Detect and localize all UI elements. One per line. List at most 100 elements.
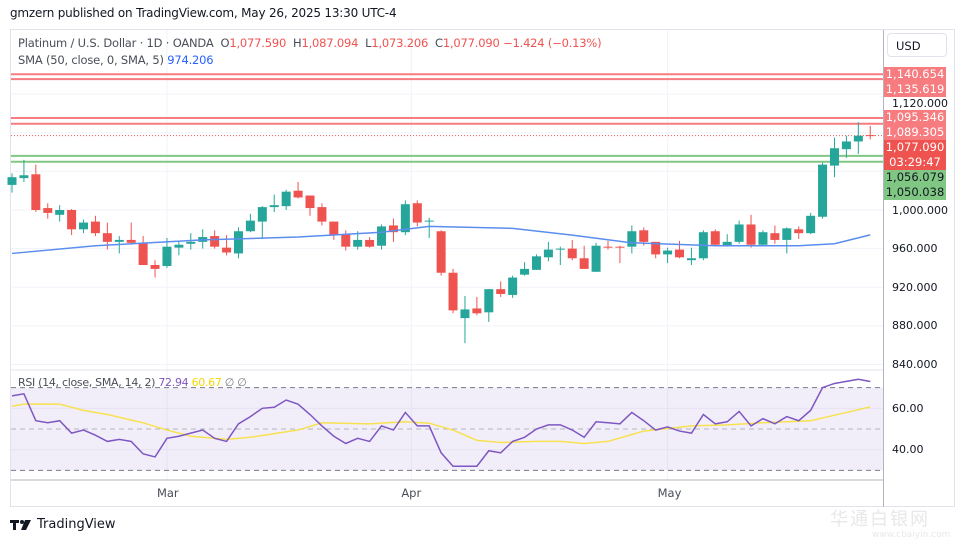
candle-down — [293, 190, 303, 198]
candle-up — [853, 135, 863, 142]
price-axis-label: 920.000 — [892, 280, 938, 294]
level-price-tag: 1,056.079 — [884, 170, 946, 186]
candle-down — [365, 239, 375, 247]
candle-down — [317, 207, 327, 222]
candle-down — [865, 135, 875, 137]
publish-info: gmzern published on TradingView.com, May… — [10, 6, 397, 20]
candle-up — [424, 220, 434, 222]
candle-up — [818, 164, 828, 217]
candle-down — [412, 203, 422, 223]
level-price-tag: 1,140.654 — [884, 66, 946, 82]
level-price-tag: 1,095.346 — [884, 110, 946, 126]
watermark: 华通白银网 www.cbaiyin.com — [830, 509, 951, 541]
candle-down — [150, 265, 160, 269]
currency-button[interactable]: USD — [887, 33, 947, 57]
price-axis-label: 840.000 — [892, 357, 938, 371]
symbol-legend: Platinum / U.S. Dollar · 1D · OANDA O1,0… — [18, 35, 602, 69]
candle-down — [305, 195, 315, 209]
candle-up — [269, 205, 279, 208]
candle-down — [794, 229, 804, 234]
candle-up — [758, 232, 768, 245]
candle-down — [496, 289, 506, 294]
candle-up — [7, 177, 17, 185]
candle-down — [67, 210, 77, 230]
countdown-tag: 03:29:47 — [884, 155, 946, 171]
candle-up — [281, 191, 291, 207]
candle-down — [388, 225, 398, 233]
level-price-tag: 1,089.305 — [884, 125, 946, 141]
candle-up — [531, 256, 541, 270]
rsi-axis-label: 40.00 — [892, 443, 924, 457]
chart-frame — [10, 29, 955, 507]
price-axis-label: 880.000 — [892, 319, 938, 333]
candle-up — [257, 207, 267, 222]
candle-up — [627, 231, 637, 247]
rsi-sma-line — [11, 403, 871, 445]
candle-up — [19, 175, 29, 179]
rsi-legend[interactable]: RSI (14, close, SMA, 14, 2) 72.94 60.67 … — [18, 376, 247, 389]
candle-up — [114, 239, 124, 242]
candle-up — [806, 215, 816, 234]
candle-up — [233, 231, 243, 254]
candle-up — [543, 249, 553, 258]
sma-line — [11, 225, 871, 255]
candle-up — [829, 148, 839, 166]
time-axis-label: May — [657, 486, 682, 500]
candle-down — [675, 249, 685, 258]
sma-value: 974.206 — [167, 53, 214, 67]
rsi-value: 72.94 — [158, 376, 189, 389]
price-axis-label: 960.000 — [892, 242, 938, 256]
tradingview-logo[interactable]: TradingView — [10, 517, 116, 532]
candle-up — [508, 277, 518, 295]
candle-down — [448, 272, 458, 311]
change-value: −1.424 (−0.13%) — [503, 36, 602, 50]
level-price-tag: 1,135.619 — [884, 81, 946, 97]
candle-down — [210, 236, 220, 247]
high-value: H1,087.094 — [293, 36, 359, 50]
candle-up — [400, 204, 410, 233]
close-value: C1,077.090 — [435, 36, 500, 50]
candle-up — [377, 226, 387, 246]
candle-down — [615, 246, 625, 248]
candle-down — [639, 230, 649, 242]
rsi-axis-label: 60.00 — [892, 401, 924, 415]
candle-down — [603, 246, 613, 248]
candle-down — [341, 234, 351, 247]
candle-down — [31, 174, 41, 210]
candle-down — [436, 231, 446, 273]
candle-up — [591, 245, 601, 272]
candle-down — [579, 258, 589, 269]
candle-up — [782, 228, 792, 240]
brand-name: TradingView — [37, 517, 116, 532]
candle-up — [460, 309, 470, 319]
candle-down — [90, 221, 100, 234]
candle-up — [174, 244, 184, 248]
sma-legend[interactable]: SMA (50, close, 0, SMA, 5) 974.206 — [18, 53, 214, 67]
candle-down — [567, 248, 577, 259]
time-axis-label: Mar — [156, 486, 179, 500]
time-axis-label: Apr — [401, 486, 422, 500]
rsi-sma-value: 60.67 — [191, 376, 222, 389]
candle-down — [138, 242, 148, 266]
candle-up — [841, 141, 851, 150]
candle-up — [722, 241, 732, 246]
candle-down — [472, 308, 482, 314]
open-value: O1,077.590 — [220, 36, 287, 50]
rsi-line — [11, 378, 871, 468]
candle-up — [162, 246, 172, 266]
candle-up — [520, 268, 530, 275]
candle-down — [43, 208, 53, 213]
candle-down — [746, 224, 756, 245]
tradingview-logo-icon — [10, 519, 31, 530]
price-axis-label: 1,120.000 — [892, 96, 948, 110]
candle-up — [353, 239, 363, 247]
candle-down — [710, 231, 720, 245]
candle-up — [186, 241, 196, 244]
last-price-tag: 1,077.090 — [884, 140, 946, 156]
symbol-title[interactable]: Platinum / U.S. Dollar · 1D · OANDA — [18, 36, 214, 50]
candle-down — [770, 233, 780, 240]
candle-up — [55, 210, 65, 215]
candle-up — [79, 222, 89, 230]
candle-down — [329, 221, 339, 236]
